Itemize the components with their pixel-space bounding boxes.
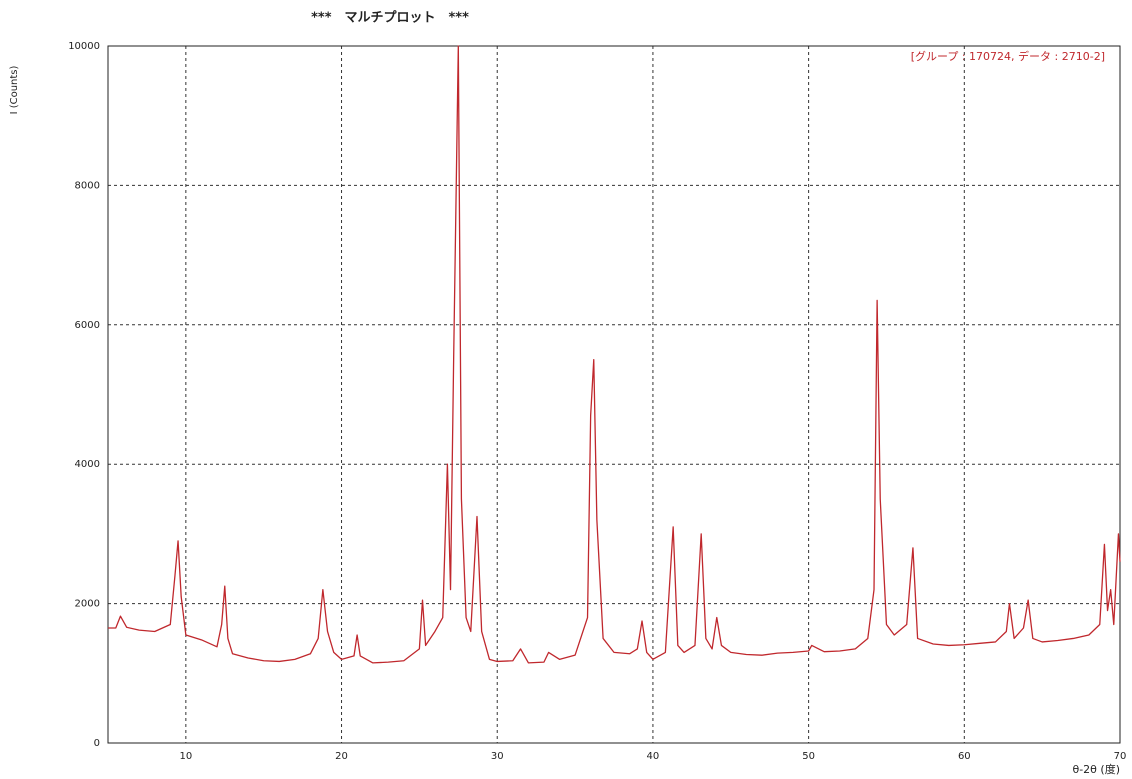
- y-tick-label: 8000: [75, 180, 100, 191]
- y-tick-label: 0: [94, 738, 100, 749]
- x-tick-label: 20: [335, 751, 348, 762]
- y-tick-label: 6000: [75, 320, 100, 331]
- x-tick-label: 50: [802, 751, 815, 762]
- x-tick-label: 10: [179, 751, 192, 762]
- x-tick-label: 70: [1114, 751, 1127, 762]
- plot-frame: [107, 45, 1121, 744]
- y-tick-label: 10000: [68, 41, 100, 52]
- x-tick-label: 30: [491, 751, 504, 762]
- x-tick-label: 40: [647, 751, 660, 762]
- x-axis-label: θ-2θ (度): [1072, 762, 1120, 776]
- y-axis-label: I (Counts): [9, 65, 20, 114]
- y-tick-label: 4000: [75, 459, 100, 470]
- chart-title: *** マルチプロット ***: [311, 11, 469, 26]
- annotation: [グループ : 170724, データ : 2710-2]: [911, 49, 1105, 63]
- x-tick-label: 60: [958, 751, 971, 762]
- data-line: [108, 45, 1121, 664]
- y-tick-label: 2000: [75, 599, 100, 610]
